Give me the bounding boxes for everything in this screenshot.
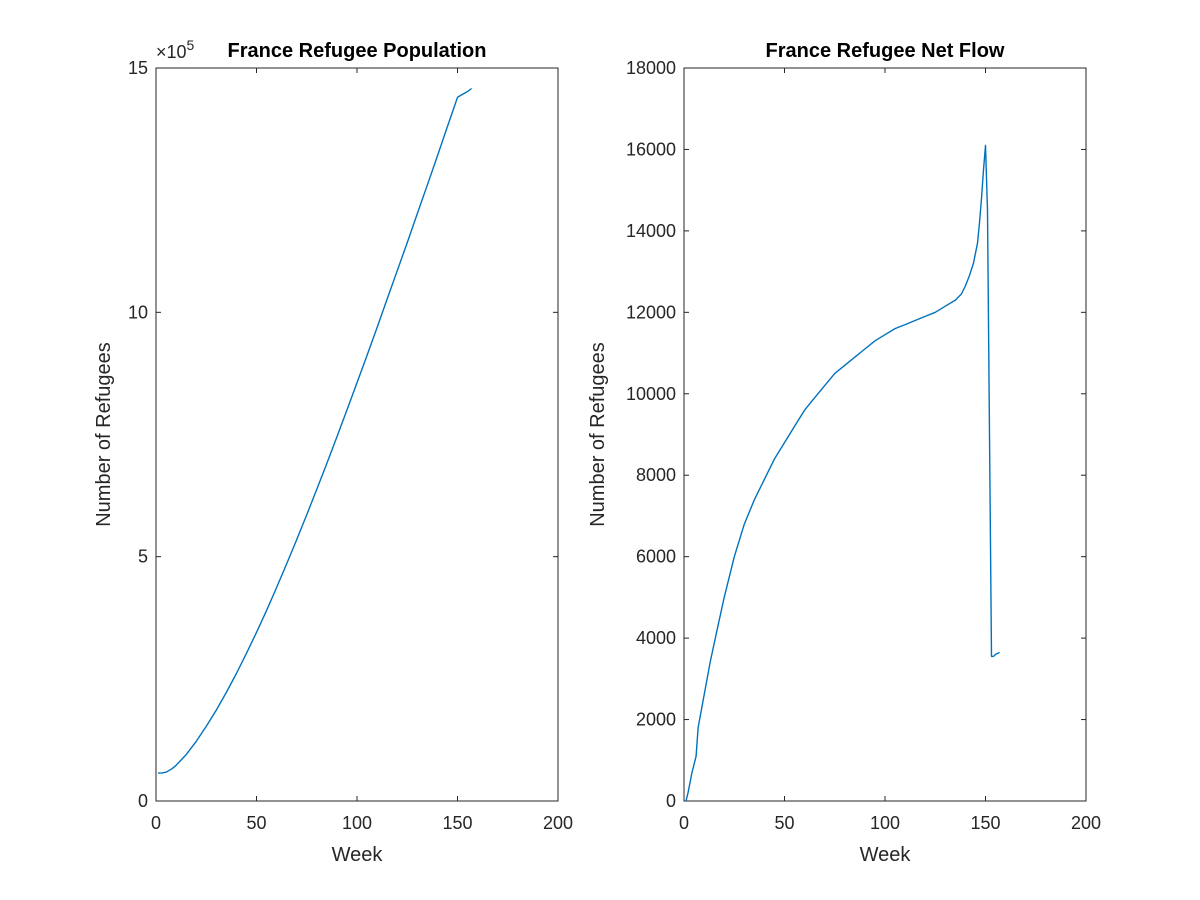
y-tick-label: 2000 bbox=[636, 710, 676, 730]
x-tick-label: 100 bbox=[870, 813, 900, 833]
x-tick-label: 0 bbox=[679, 813, 689, 833]
x-tick-label: 150 bbox=[970, 813, 1000, 833]
x-tick-label: 100 bbox=[342, 813, 372, 833]
chart-panel-2: 0 50 100 150 2000200040006000800010000120001… bbox=[587, 40, 1101, 866]
chart-panel-1: 0 50 100 150 200 0 5 10 15 ×105 France Refugee Pop… bbox=[93, 37, 573, 866]
y-tick-label: 10 bbox=[128, 302, 148, 322]
y-tick-label: 6000 bbox=[636, 547, 676, 567]
x-tick-label: 150 bbox=[442, 813, 472, 833]
y-tick-label: 10000 bbox=[626, 384, 676, 404]
axes-box bbox=[155, 67, 559, 802]
x-tick-label: 200 bbox=[543, 813, 573, 833]
y-tick-label: 0 bbox=[666, 791, 676, 811]
axes-box bbox=[683, 67, 1087, 802]
y-tick-label: 4000 bbox=[636, 628, 676, 648]
x-tick-label: 50 bbox=[246, 813, 266, 833]
chart-title: France Refugee Net Flow bbox=[766, 40, 1005, 62]
y-axis-label: Number of Refugees bbox=[93, 342, 115, 527]
y-tick-label: 18000 bbox=[626, 58, 676, 78]
x-tick-label: 0 bbox=[151, 813, 161, 833]
y-tick-label: 5 bbox=[138, 547, 148, 567]
x-tick-label: 50 bbox=[774, 813, 794, 833]
y-tick-label: 15 bbox=[128, 58, 148, 78]
y-tick-label: 8000 bbox=[636, 465, 676, 485]
y-axis-label: Number of Refugees bbox=[587, 342, 609, 527]
x-axis-label: Week bbox=[860, 844, 912, 866]
y-tick-label: 16000 bbox=[626, 139, 676, 159]
series-line-1 bbox=[157, 87, 473, 774]
x-axis-label: Week bbox=[332, 844, 384, 866]
x-tick-label: 200 bbox=[1071, 813, 1101, 833]
chart-title: France Refugee Population bbox=[228, 40, 487, 62]
y-tick-label: 0 bbox=[138, 791, 148, 811]
y-tick-label: 12000 bbox=[626, 302, 676, 322]
y-exponent-power: 5 bbox=[187, 37, 195, 53]
y-tick-label: 14000 bbox=[626, 221, 676, 241]
y-exponent-label: ×105 bbox=[156, 37, 195, 62]
series-line-1 bbox=[685, 144, 1000, 802]
